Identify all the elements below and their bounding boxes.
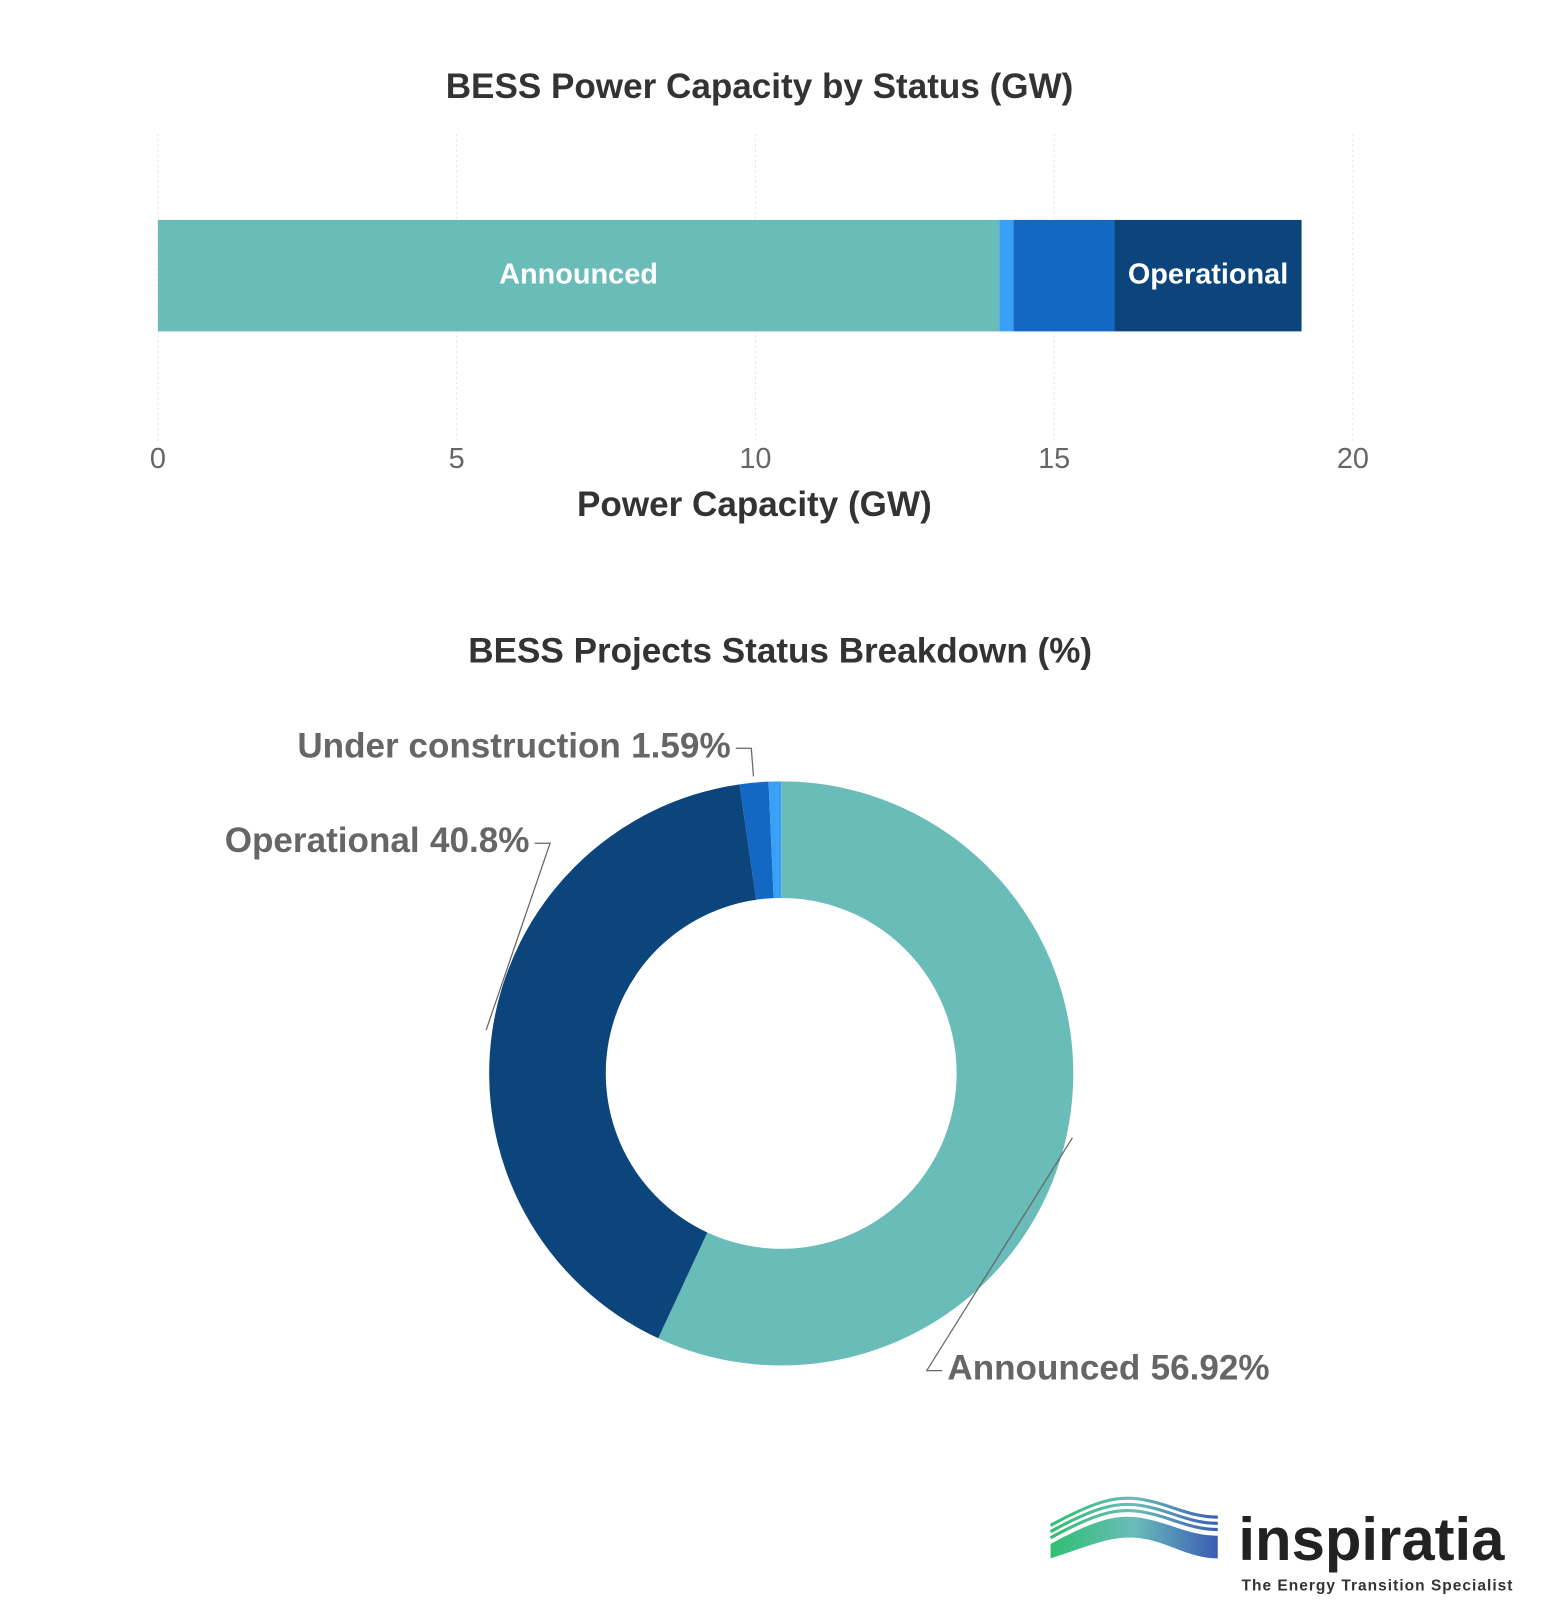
slice-label: Under construction 1.59%: [297, 727, 730, 766]
x-tick-label: 15: [1038, 443, 1070, 475]
leader-line: [735, 747, 755, 777]
bar-segment: [157, 219, 1000, 332]
slice-value: 40.8%: [430, 822, 529, 861]
donut-slice: [768, 781, 782, 899]
donut-slice: [489, 784, 757, 1339]
segment-label: Operational: [1128, 258, 1288, 290]
logo-name: inspiratia: [1238, 1506, 1505, 1573]
slice-value: 56.92%: [1151, 1349, 1270, 1388]
slice-label: Operational 40.8%: [225, 822, 530, 861]
slice-label: Announced 56.92%: [947, 1349, 1269, 1388]
x-tick-label: 20: [1337, 443, 1369, 475]
donut-slice: [739, 781, 774, 900]
slice-category: Operational: [225, 822, 420, 861]
segment-label: Announced: [499, 258, 658, 290]
logo-tagline: The Energy Transition Specialist: [1241, 1577, 1513, 1594]
chart-title: BESS Projects Status Breakdown (%): [468, 632, 1092, 671]
leader-line: [485, 842, 551, 1031]
x-tick-label: 10: [739, 443, 771, 475]
leader-line: [925, 1137, 1073, 1372]
x-tick-label: 0: [150, 443, 166, 475]
bar-segment: [1013, 219, 1115, 332]
slice-value: 1.59%: [631, 727, 730, 766]
slice-category: Announced: [947, 1349, 1140, 1388]
x-tick-label: 5: [449, 443, 465, 475]
slice-category: Under construction: [297, 727, 621, 766]
donut-slice: [658, 781, 1074, 1366]
x-axis-title: Power Capacity (GW): [577, 485, 932, 524]
bar-segment: [999, 219, 1014, 332]
chart-title: BESS Power Capacity by Status (GW): [446, 67, 1074, 106]
bar-segment: [1114, 219, 1302, 332]
logo-mark: [1049, 1496, 1218, 1559]
